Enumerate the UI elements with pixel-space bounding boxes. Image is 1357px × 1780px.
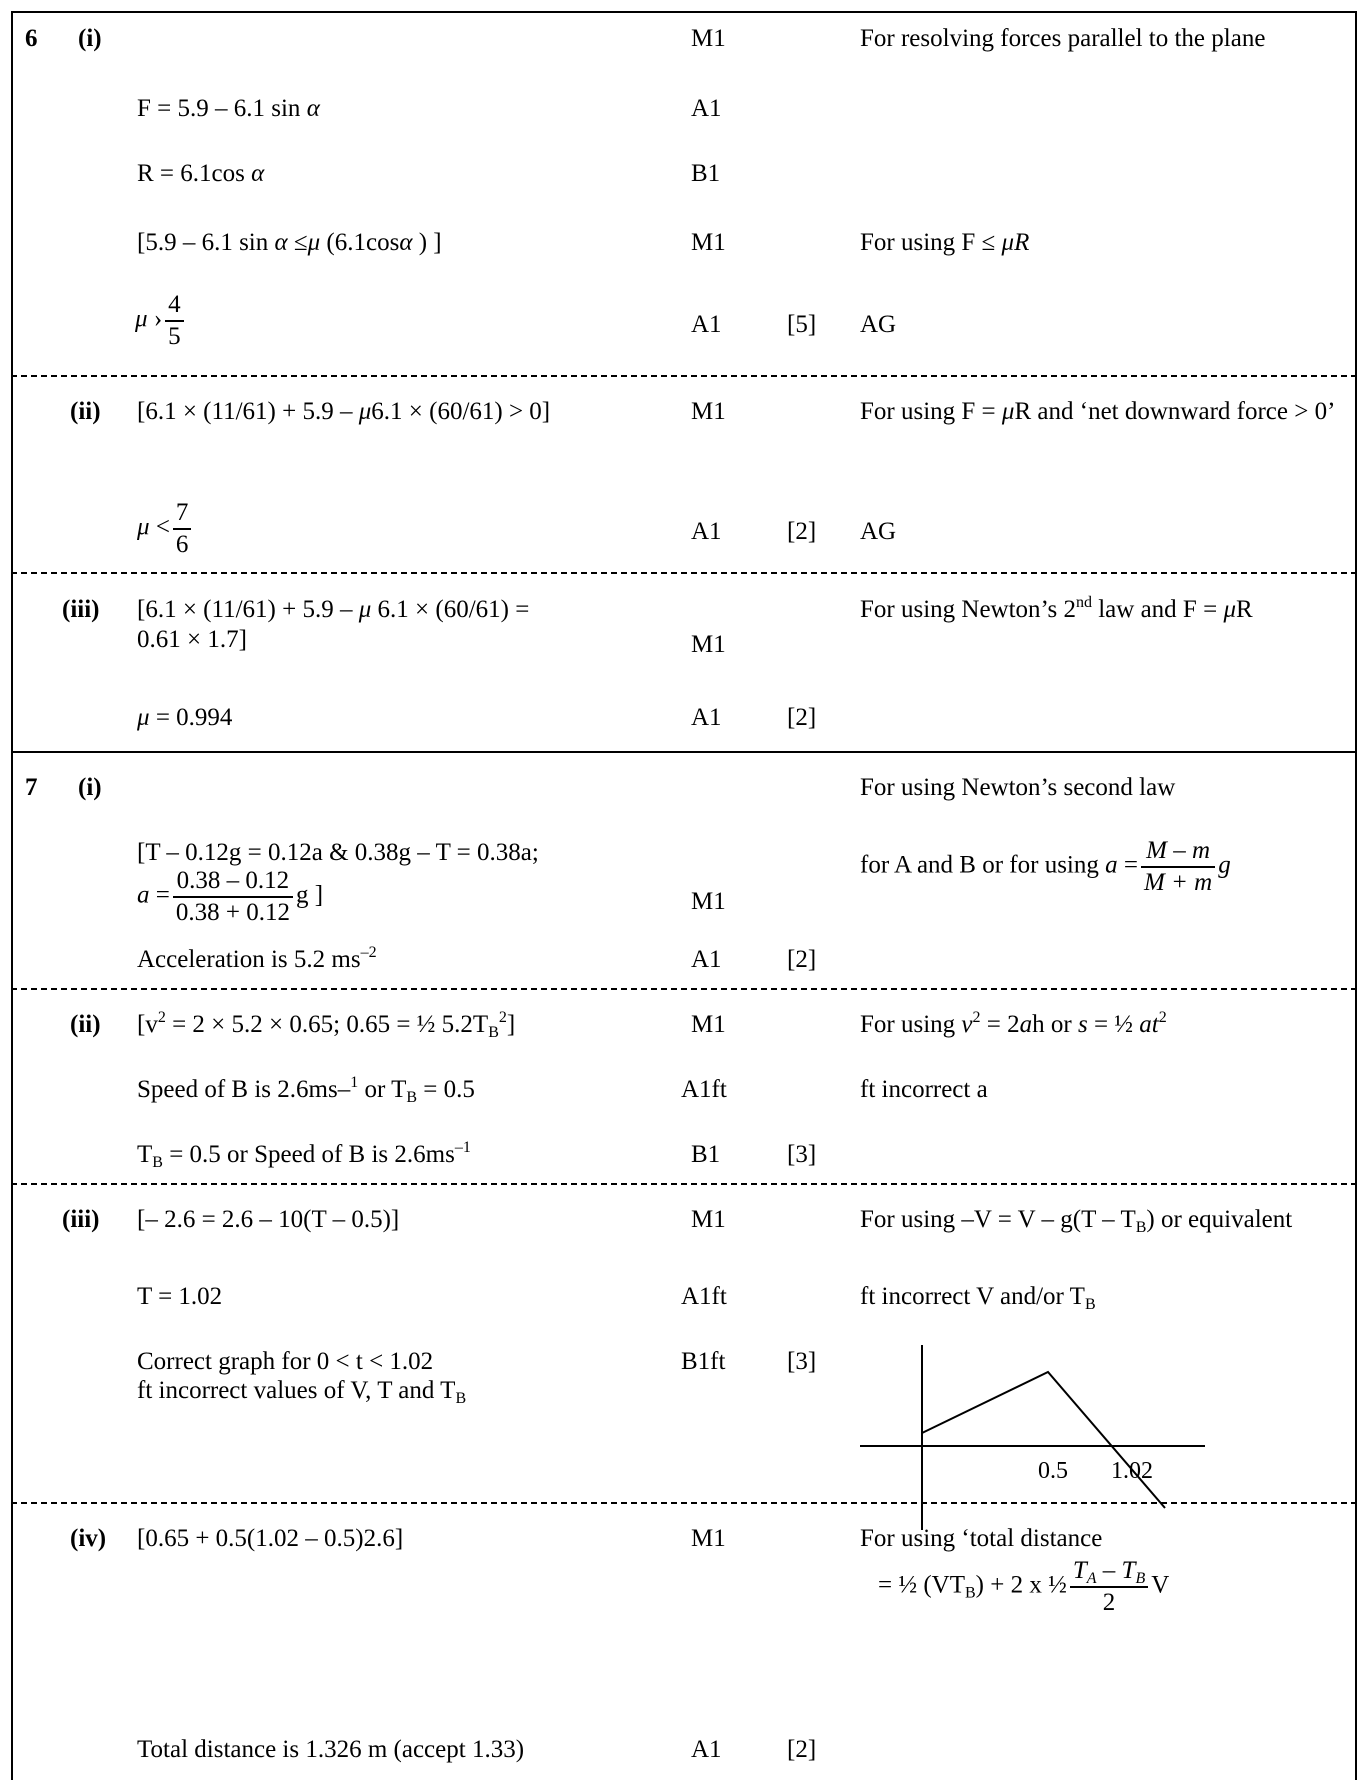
working-line: Total distance is 1.326 m (accept 1.33)	[137, 1736, 525, 1763]
working-line: 0.61 × 1.7]	[137, 626, 247, 653]
guidance-note: For using Newton’s second law	[860, 774, 1176, 801]
part-total: [3]	[787, 1348, 817, 1375]
mark: A1	[691, 95, 722, 122]
guidance-note: For using ‘total distance	[860, 1525, 1103, 1552]
mark: M1	[691, 1011, 726, 1038]
mark: M1	[691, 398, 726, 425]
mark: A1ft	[681, 1283, 727, 1310]
mark: B1	[691, 1141, 721, 1168]
working-line: T = 1.02	[137, 1283, 223, 1310]
part-label: (iii)	[62, 596, 100, 623]
question-number: 6	[25, 25, 38, 52]
guidance-note: ft incorrect V and/or TB	[860, 1283, 1096, 1313]
part-total: [2]	[787, 946, 817, 973]
mark-scheme-table	[11, 11, 1357, 1780]
part-total: [5]	[787, 311, 817, 338]
working-line: [6.1 × (11/61) + 5.9 – μ 6.1 × (60/61) =	[137, 596, 530, 623]
tick-label-1-02: 1.02	[1111, 1458, 1153, 1484]
guidance-note: = ½ (VTB) + 2 x ½ TA – TB 2 V	[878, 1557, 1170, 1616]
working-line: [v2 = 2 × 5.2 × 0.65; 0.65 = ½ 5.2TB2]	[137, 1009, 516, 1041]
mark: A1	[691, 311, 722, 338]
working-line: [0.65 + 0.5(1.02 – 0.5)2.6]	[137, 1525, 404, 1552]
working-line: [– 2.6 = 2.6 – 10(T – 0.5)]	[137, 1206, 400, 1233]
part-divider	[11, 572, 1357, 574]
part-total: [2]	[787, 1736, 817, 1763]
guidance-note: For using F = μR and ‘net downward force…	[860, 398, 1336, 425]
guidance-note: ft incorrect a	[860, 1076, 988, 1103]
part-label: (ii)	[70, 398, 101, 425]
mark: M1	[691, 1525, 726, 1552]
part-divider	[11, 1183, 1357, 1185]
part-total: [2]	[787, 518, 817, 545]
velocity-time-sketch: 0.5 1.02	[860, 1345, 1205, 1530]
working-line: ft incorrect values of V, T and TB	[137, 1377, 467, 1407]
part-total: [2]	[787, 704, 817, 731]
mark: A1	[691, 1736, 722, 1763]
mark: M1	[691, 631, 726, 658]
part-label: (ii)	[70, 1011, 101, 1038]
part-label: (i)	[78, 774, 102, 801]
guidance-note: AG	[860, 518, 897, 545]
mark: A1ft	[681, 1076, 727, 1103]
mark: A1	[691, 518, 722, 545]
guidance-note: For using v2 = 2ah or s = ½ at2	[860, 1009, 1167, 1039]
mark: B1	[691, 160, 721, 187]
working-line: [T – 0.12g = 0.12a & 0.38g – T = 0.38a;	[137, 839, 539, 866]
working-line: μ <7 6	[137, 498, 194, 560]
guidance-note: For resolving forces parallel to the pla…	[860, 25, 1266, 52]
guidance-note: For using F ≤ μR	[860, 229, 1030, 256]
mark: B1ft	[681, 1348, 726, 1375]
part-label: (iv)	[70, 1525, 107, 1552]
working-line: Speed of B is 2.6ms–1 or TB = 0.5	[137, 1074, 475, 1106]
working-line: a = 0.38 – 0.12 0.38 + 0.12 g ]	[137, 867, 324, 926]
guidance-note: AG	[860, 311, 897, 338]
question-divider	[11, 751, 1357, 753]
mark: M1	[691, 888, 726, 915]
part-divider	[11, 988, 1357, 990]
tick-label-0-5: 0.5	[1038, 1458, 1068, 1484]
guidance-note: For using Newton’s 2nd law and F = μR	[860, 594, 1253, 624]
working-line: F = 5.9 – 6.1 sin α	[137, 95, 320, 122]
working-line: [5.9 – 6.1 sin α ≤μ (6.1cosα ) ]	[137, 229, 442, 256]
question-number: 7	[25, 774, 38, 801]
mark: A1	[691, 946, 722, 973]
part-label: (iii)	[62, 1206, 100, 1233]
part-total: [3]	[787, 1141, 817, 1168]
mark: A1	[691, 704, 722, 731]
velocity-line	[921, 1370, 1166, 1509]
working-line: μ = 0.994	[137, 704, 233, 731]
part-label: (i)	[78, 25, 102, 52]
mark: M1	[691, 25, 726, 52]
working-line: TB = 0.5 or Speed of B is 2.6ms–1	[137, 1139, 471, 1171]
working-line: Acceleration is 5.2 ms–2	[137, 944, 377, 974]
mark: M1	[691, 1206, 726, 1233]
part-divider	[11, 375, 1357, 377]
working-line: [6.1 × (11/61) + 5.9 – μ6.1 × (60/61) > …	[137, 398, 551, 425]
part-divider	[11, 1502, 1357, 1504]
guidance-note: For using –V = V – g(T – TB) or equivale…	[860, 1206, 1293, 1236]
working-line: R = 6.1cos α	[137, 160, 265, 187]
mark: M1	[691, 229, 726, 256]
working-line: Correct graph for 0 < t < 1.02	[137, 1348, 434, 1375]
working-line: μ › 4 5	[135, 290, 187, 352]
